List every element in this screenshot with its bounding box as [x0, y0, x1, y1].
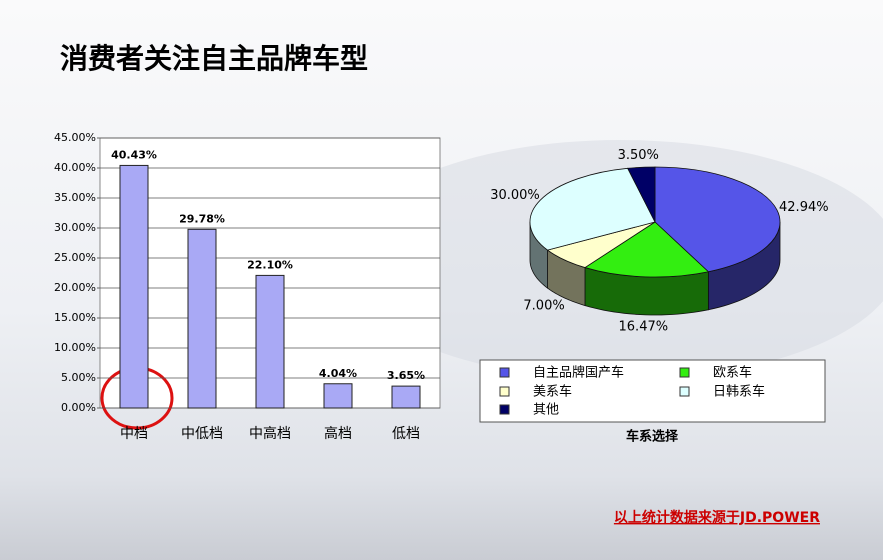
- bar: [391, 385, 421, 409]
- data-label: 22.10%: [247, 258, 293, 271]
- x-tick-label: 高档: [324, 425, 352, 442]
- y-tick-label: 35.00%: [54, 191, 96, 204]
- y-tick-label: 45.00%: [54, 131, 96, 144]
- legend-swatch: [679, 386, 690, 397]
- bar: [119, 164, 149, 409]
- legend-box: [479, 359, 826, 423]
- legend-label: 日韩系车: [713, 384, 765, 400]
- legend-label: 欧系车: [713, 365, 752, 381]
- data-label: 3.65%: [387, 369, 425, 382]
- slide-title: 消费者关注自主品牌车型: [60, 42, 368, 75]
- legend-label: 美系车: [533, 384, 572, 400]
- data-label: 40.43%: [111, 148, 157, 161]
- x-tick-label: 中档: [120, 426, 148, 442]
- x-tick-label: 中高档: [249, 425, 291, 442]
- legend-title: 车系选择: [626, 429, 679, 445]
- legend-swatch: [679, 367, 690, 378]
- data-label: 7.00%: [523, 299, 564, 314]
- pie-slice: [584, 221, 710, 278]
- x-tick-label: 中低档: [181, 426, 223, 442]
- source-note: 以上统计数据来源于JD.POWER: [614, 509, 820, 526]
- legend-label: 自主品牌国产车: [533, 365, 624, 381]
- data-label: 3.50%: [618, 148, 659, 163]
- legend-swatch: [499, 367, 510, 378]
- bar: [323, 383, 353, 409]
- data-label: 42.94%: [779, 200, 829, 215]
- bar: [255, 274, 285, 409]
- y-tick-label: 10.00%: [54, 341, 96, 354]
- bar: [187, 228, 217, 409]
- legend-swatch: [499, 404, 510, 415]
- y-tick-label: 30.00%: [54, 221, 96, 234]
- legend-label: 其他: [533, 403, 559, 418]
- y-tick-label: 20.00%: [54, 281, 96, 294]
- data-label: 4.04%: [319, 367, 357, 380]
- y-tick-label: 25.00%: [54, 251, 96, 264]
- legend-swatch: [499, 386, 510, 397]
- y-tick-label: 5.00%: [61, 371, 96, 384]
- pie-slice: [654, 166, 781, 273]
- y-tick-label: 40.00%: [54, 161, 96, 174]
- y-tick-label: 0.00%: [61, 401, 96, 414]
- data-label: 30.00%: [490, 188, 540, 203]
- x-tick-label: 低档: [392, 426, 420, 442]
- data-label: 29.78%: [179, 212, 225, 225]
- pie-slice: [529, 167, 656, 251]
- pie-slice: [627, 166, 656, 223]
- y-tick-label: 15.00%: [54, 311, 96, 324]
- data-label: 16.47%: [619, 319, 669, 334]
